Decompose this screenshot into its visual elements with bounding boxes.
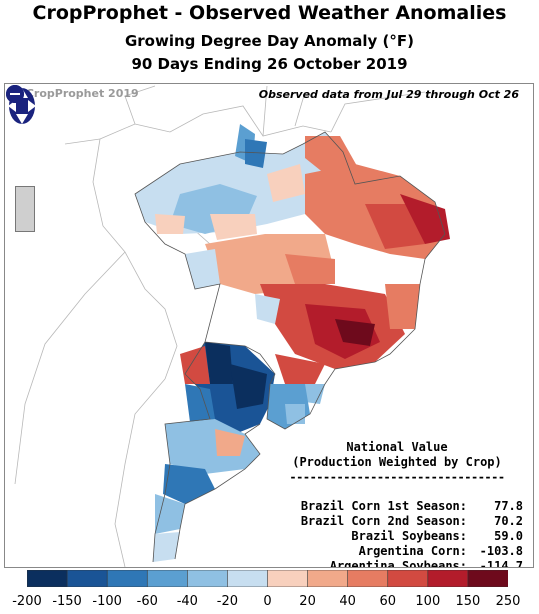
national-row: Brazil Corn 2nd Season: 70.2 (271, 514, 523, 529)
legend-svg (27, 570, 508, 587)
legend-tick-label: 250 (495, 594, 521, 609)
national-heading: National Value (346, 440, 448, 454)
row-label: Brazil Corn 1st Season: (300, 499, 467, 513)
brazil-north-region (135, 124, 357, 240)
row-label: Argentina Corn: (358, 544, 467, 558)
national-divider: -------------------------------- (289, 470, 505, 484)
row-value: -114.7 (479, 559, 523, 568)
row-value: -103.8 (479, 544, 523, 558)
map-period-subtitle: 90 Days Ending 26 October 2019 (131, 55, 408, 73)
legend-tick-label: -60 (136, 594, 158, 609)
legend-swatch (467, 570, 508, 587)
legend-tick-label: -20 (216, 594, 239, 609)
row-value: 59.0 (494, 529, 523, 543)
country-borders (134, 131, 446, 563)
row-label: Argentina Soybeans: (329, 559, 467, 568)
legend-ticks: -200 -150 -100 -60 -40 -20 0 20 40 60 100 150 250 (0, 594, 539, 612)
legend-tick-label: -150 (52, 594, 82, 609)
legend-swatch (387, 570, 429, 587)
legend-tick-label: 60 (379, 594, 397, 609)
legend-swatch (227, 570, 269, 587)
national-values-panel: National Value (Production Weighted by C… (271, 440, 523, 568)
legend-colorbar (27, 570, 508, 587)
observed-period-note: Observed data from Jul 29 through Oct 26 (258, 88, 519, 101)
row-label: Brazil Corn 2nd Season: (300, 514, 467, 528)
row-value: 77.8 (494, 499, 523, 513)
national-row: Argentina Soybeans: -114.7 (271, 559, 523, 568)
legend-tick-label: 150 (455, 594, 481, 609)
national-row: Brazil Corn 1st Season: 77.8 (271, 499, 523, 514)
zoom-slider[interactable] (15, 186, 35, 232)
page-title: CropProphet - Observed Weather Anomalies (32, 2, 507, 24)
anomaly-map[interactable]: © CropProphet 2019 Observed data from Ju… (5, 84, 533, 567)
legend-tick-label: -40 (176, 594, 198, 609)
legend-tick-label: 40 (339, 594, 356, 609)
legend-tick-label: -100 (92, 594, 122, 609)
copyright-text: © CropProphet 2019 (11, 87, 139, 100)
national-subheading: (Production Weighted by Crop) (292, 455, 502, 469)
legend-swatch (106, 570, 149, 587)
national-row: Argentina Corn: -103.8 (271, 544, 523, 559)
argentina-region (153, 342, 275, 562)
row-value: 70.2 (494, 514, 523, 528)
legend-swatch (347, 570, 389, 587)
legend-tick-label: -200 (12, 594, 42, 609)
legend-swatch (267, 570, 309, 587)
brazil-central-region (185, 164, 450, 404)
legend-swatch (146, 570, 189, 587)
minus-icon[interactable] (5, 84, 25, 104)
legend-swatch (307, 570, 349, 587)
legend-swatch (427, 570, 469, 587)
neighbor-borders (14, 85, 426, 567)
map-frame[interactable]: © CropProphet 2019 Observed data from Ju… (4, 83, 534, 568)
row-label: Brazil Soybeans: (351, 529, 467, 543)
national-row: Brazil Soybeans: 59.0 (271, 529, 523, 544)
national-rows: Brazil Corn 1st Season: 77.8 Brazil Corn… (271, 499, 523, 568)
legend-tick-label: 0 (263, 594, 272, 609)
map-subtitle: Growing Degree Day Anomaly (°F) (124, 32, 415, 50)
legend-swatch (66, 570, 108, 587)
legend-tick-label: 20 (299, 594, 316, 609)
legend-swatch (27, 570, 68, 587)
legend-swatch (187, 570, 229, 587)
uruguay-region (267, 384, 310, 429)
legend-tick-label: 100 (415, 594, 441, 609)
